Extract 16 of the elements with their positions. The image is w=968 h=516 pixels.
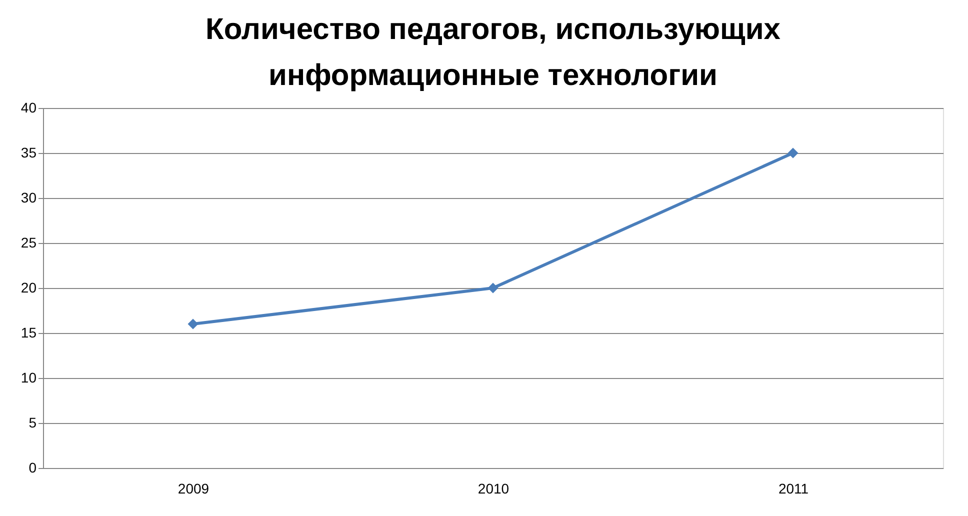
y-tick-label: 35: [20, 144, 37, 160]
point: [188, 318, 198, 330]
y-tick-label: 5: [28, 414, 37, 430]
point: [488, 282, 498, 294]
x-tick-label: 2010: [478, 480, 510, 496]
y-tick-label: 30: [20, 190, 37, 206]
point: [788, 148, 798, 158]
x-tick-label: 2011: [778, 480, 809, 496]
y-tick-label: 20: [20, 280, 37, 296]
y-tick-label: 0: [28, 460, 37, 476]
y-tick-label: 10: [20, 370, 37, 386]
x-tick-label: 2009: [178, 480, 210, 496]
y-tick-label: 25: [20, 234, 37, 250]
chart-title: Количество педагогов, использующих информационные технологии: [206, 13, 781, 92]
y-tick-label: 15: [20, 324, 37, 340]
y-tick-label: 40: [20, 100, 37, 116]
